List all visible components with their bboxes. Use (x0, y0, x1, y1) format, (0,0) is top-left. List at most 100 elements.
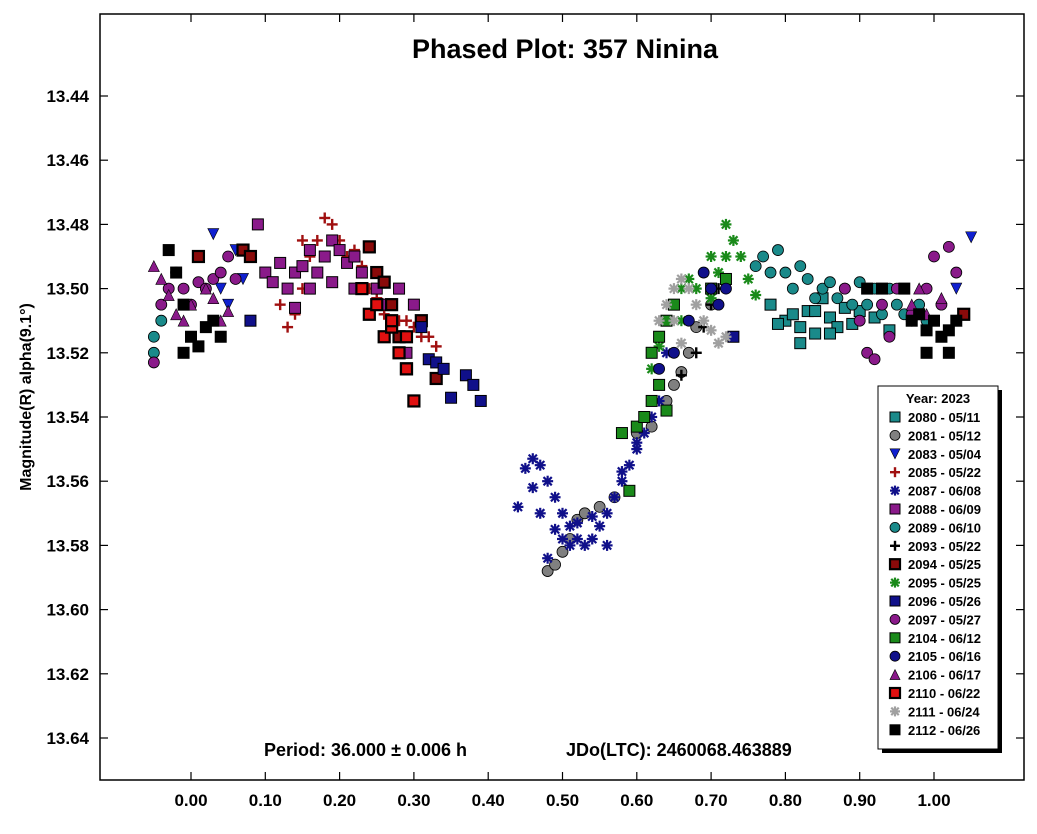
data-point (831, 321, 844, 334)
legend-marker (890, 706, 900, 717)
data-point (244, 314, 257, 327)
data-point (274, 256, 287, 269)
data-point (935, 330, 948, 343)
data-point (318, 250, 331, 263)
data-point (809, 292, 822, 305)
data-point (586, 511, 598, 523)
data-point (861, 282, 874, 295)
data-point (170, 308, 183, 321)
data-point (348, 250, 361, 263)
data-point (720, 282, 732, 295)
data-point (207, 292, 220, 305)
legend-label: 2080 - 05/11 (908, 410, 980, 425)
data-point (935, 292, 948, 305)
legend-label: 2104 - 06/12 (908, 631, 981, 646)
data-point (809, 327, 822, 340)
x-tick-label: 0.90 (843, 791, 876, 810)
data-point (838, 282, 851, 295)
data-point (177, 282, 190, 295)
data-point (631, 437, 643, 449)
data-point (705, 251, 717, 262)
legend-label: 2111 - 06/24 (908, 704, 980, 719)
data-point (764, 298, 777, 311)
data-point (682, 314, 695, 327)
data-point (400, 315, 412, 327)
data-point (385, 314, 399, 328)
data-point (370, 265, 384, 280)
data-point (527, 482, 539, 494)
data-point (668, 378, 680, 391)
x-tick-label: 0.60 (620, 791, 653, 810)
data-point (645, 346, 658, 359)
data-point (823, 327, 836, 340)
data-point (147, 259, 160, 272)
data-point (661, 299, 673, 311)
data-point (362, 240, 376, 254)
data-point (423, 331, 435, 343)
x-tick-label: 0.40 (472, 791, 505, 810)
data-point (311, 266, 324, 279)
data-point (192, 340, 205, 353)
y-axis-label: Magnitude(R) alpha(9.1°) (18, 303, 35, 491)
data-point (243, 249, 258, 264)
data-point (399, 330, 414, 344)
data-point (831, 292, 844, 305)
data-point (177, 346, 190, 359)
legend-marker (889, 724, 901, 736)
legend-label: 2083 - 05/04 (908, 447, 982, 462)
legend-marker (889, 668, 901, 680)
data-point (557, 533, 568, 545)
data-point (675, 337, 687, 349)
data-point (942, 240, 955, 253)
data-point (824, 276, 836, 289)
data-point (191, 249, 206, 264)
x-axis-ticks: 0.00 0.10 0.20 0.30 0.40 0.50 0.60 0.70 0.80 0.90… (174, 14, 951, 810)
data-point (534, 507, 546, 519)
data-point (601, 507, 613, 519)
legend-label: 2097 - 05/27 (908, 612, 981, 627)
data-point (615, 427, 628, 440)
data-point (823, 311, 836, 324)
data-point (355, 266, 368, 279)
data-point (950, 266, 963, 279)
y-tick-label: 13.58 (46, 536, 89, 555)
x-tick-label: 0.20 (323, 791, 356, 810)
legend-marker (889, 650, 901, 662)
data-point (601, 539, 613, 551)
data-points (147, 212, 978, 577)
data-point (965, 231, 978, 244)
legend-marker (889, 522, 901, 533)
data-point (303, 282, 316, 295)
data-point (155, 272, 168, 285)
data-point (207, 314, 220, 327)
data-point (779, 266, 792, 279)
data-point (222, 304, 235, 317)
data-point (319, 212, 331, 224)
data-point (326, 234, 339, 247)
data-point (429, 371, 443, 386)
data-point (913, 282, 926, 295)
data-point (883, 330, 896, 343)
data-point (653, 315, 665, 327)
x-tick-label: 0.00 (174, 791, 207, 810)
data-point (809, 305, 822, 318)
data-point (326, 276, 339, 289)
data-point (274, 299, 286, 311)
x-tick-label: 0.30 (397, 791, 430, 810)
y-tick-label: 13.44 (46, 87, 89, 106)
data-point (549, 523, 561, 535)
data-point (660, 404, 673, 417)
legend-label: 2087 - 06/08 (908, 484, 981, 499)
data-point (311, 234, 323, 246)
legend-marker (889, 429, 901, 441)
data-point (698, 315, 710, 327)
data-point (556, 545, 569, 558)
legend: Year: 2023 2080 - 05/11 2081 - 05/12 2083 … (877, 385, 1002, 753)
data-point (229, 273, 242, 285)
data-point (801, 273, 814, 285)
x-tick-label: 1.00 (917, 791, 950, 810)
data-point (772, 244, 784, 256)
data-point (928, 314, 940, 327)
y-tick-label: 13.54 (46, 408, 89, 427)
